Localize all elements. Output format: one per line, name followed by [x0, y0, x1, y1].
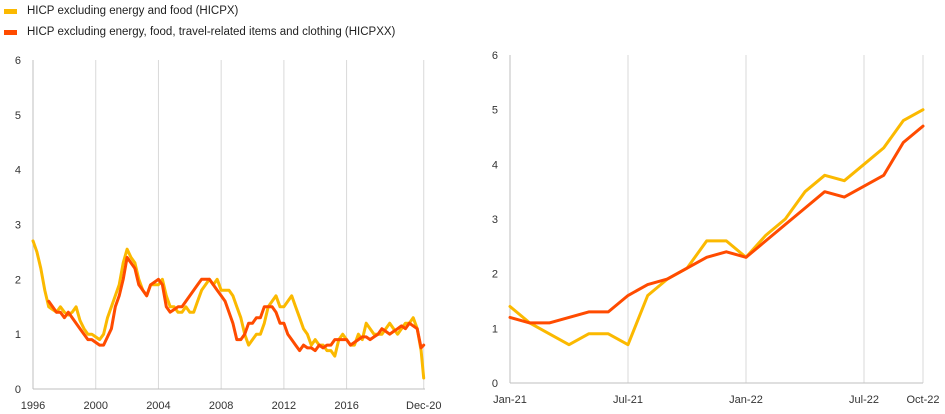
y-tick-label: 6	[492, 50, 498, 62]
x-tick-label: 2008	[209, 400, 233, 412]
y-tick-label: 3	[15, 220, 21, 232]
x-tick-label: Jan-22	[729, 394, 763, 406]
legend-swatch-hicpxx	[4, 29, 17, 35]
chart-legend: HICP excluding energy and food (HICPX) H…	[0, 0, 600, 44]
x-tick-label: 1996	[21, 400, 45, 412]
legend-label-hicpx: HICP excluding energy and food (HICPX)	[27, 5, 239, 17]
y-tick-label: 6	[15, 55, 21, 67]
y-tick-label: 0	[492, 378, 498, 390]
y-tick-label: 3	[492, 214, 498, 226]
x-tick-label: Jul-21	[613, 394, 643, 406]
x-tick-label: Jul-22	[849, 394, 879, 406]
chart-panel-2: Jan-21 Jul-21 Jan-22 Jul-22 Oct-22 0 1 2 3 4 5 6	[492, 50, 940, 406]
x-tick-label: Jan-21	[493, 394, 527, 406]
y-tick-label: 0	[15, 384, 21, 396]
legend-item-hicpx: HICP excluding energy and food (HICPX)	[4, 2, 238, 20]
y-tick-label: 2	[15, 274, 21, 286]
y-tick-label: 5	[492, 105, 498, 117]
series-line-hicpxx	[47, 255, 426, 353]
series-line-hicpx	[31, 239, 426, 380]
series-line-hicpxx	[508, 124, 925, 325]
y-tick-label: 1	[492, 323, 498, 335]
y-tick-label: 2	[492, 269, 498, 281]
x-tick-label: 2004	[146, 400, 170, 412]
y-tick-label: 4	[492, 159, 498, 171]
chart-panel-1: 1996 2000 2004 2008 2012 2016 Dec-20 0 1 2 3 4 5 6	[15, 55, 442, 412]
legend-label-hicpxx: HICP excluding energy, food, travel-rela…	[27, 26, 396, 38]
x-tick-label: 2000	[83, 400, 107, 412]
series-line-hicpx	[508, 108, 925, 347]
legend-swatch-hicpx	[4, 8, 17, 14]
x-tick-label: Dec-20	[406, 400, 441, 412]
x-tick-label: Oct-22	[906, 394, 939, 406]
y-tick-label: 4	[15, 165, 21, 177]
legend-item-hicpxx: HICP excluding energy, food, travel-rela…	[4, 23, 395, 41]
y-tick-label: 1	[15, 329, 21, 341]
y-tick-label: 5	[15, 110, 21, 122]
x-tick-label: 2012	[272, 400, 296, 412]
x-tick-label: 2016	[334, 400, 358, 412]
